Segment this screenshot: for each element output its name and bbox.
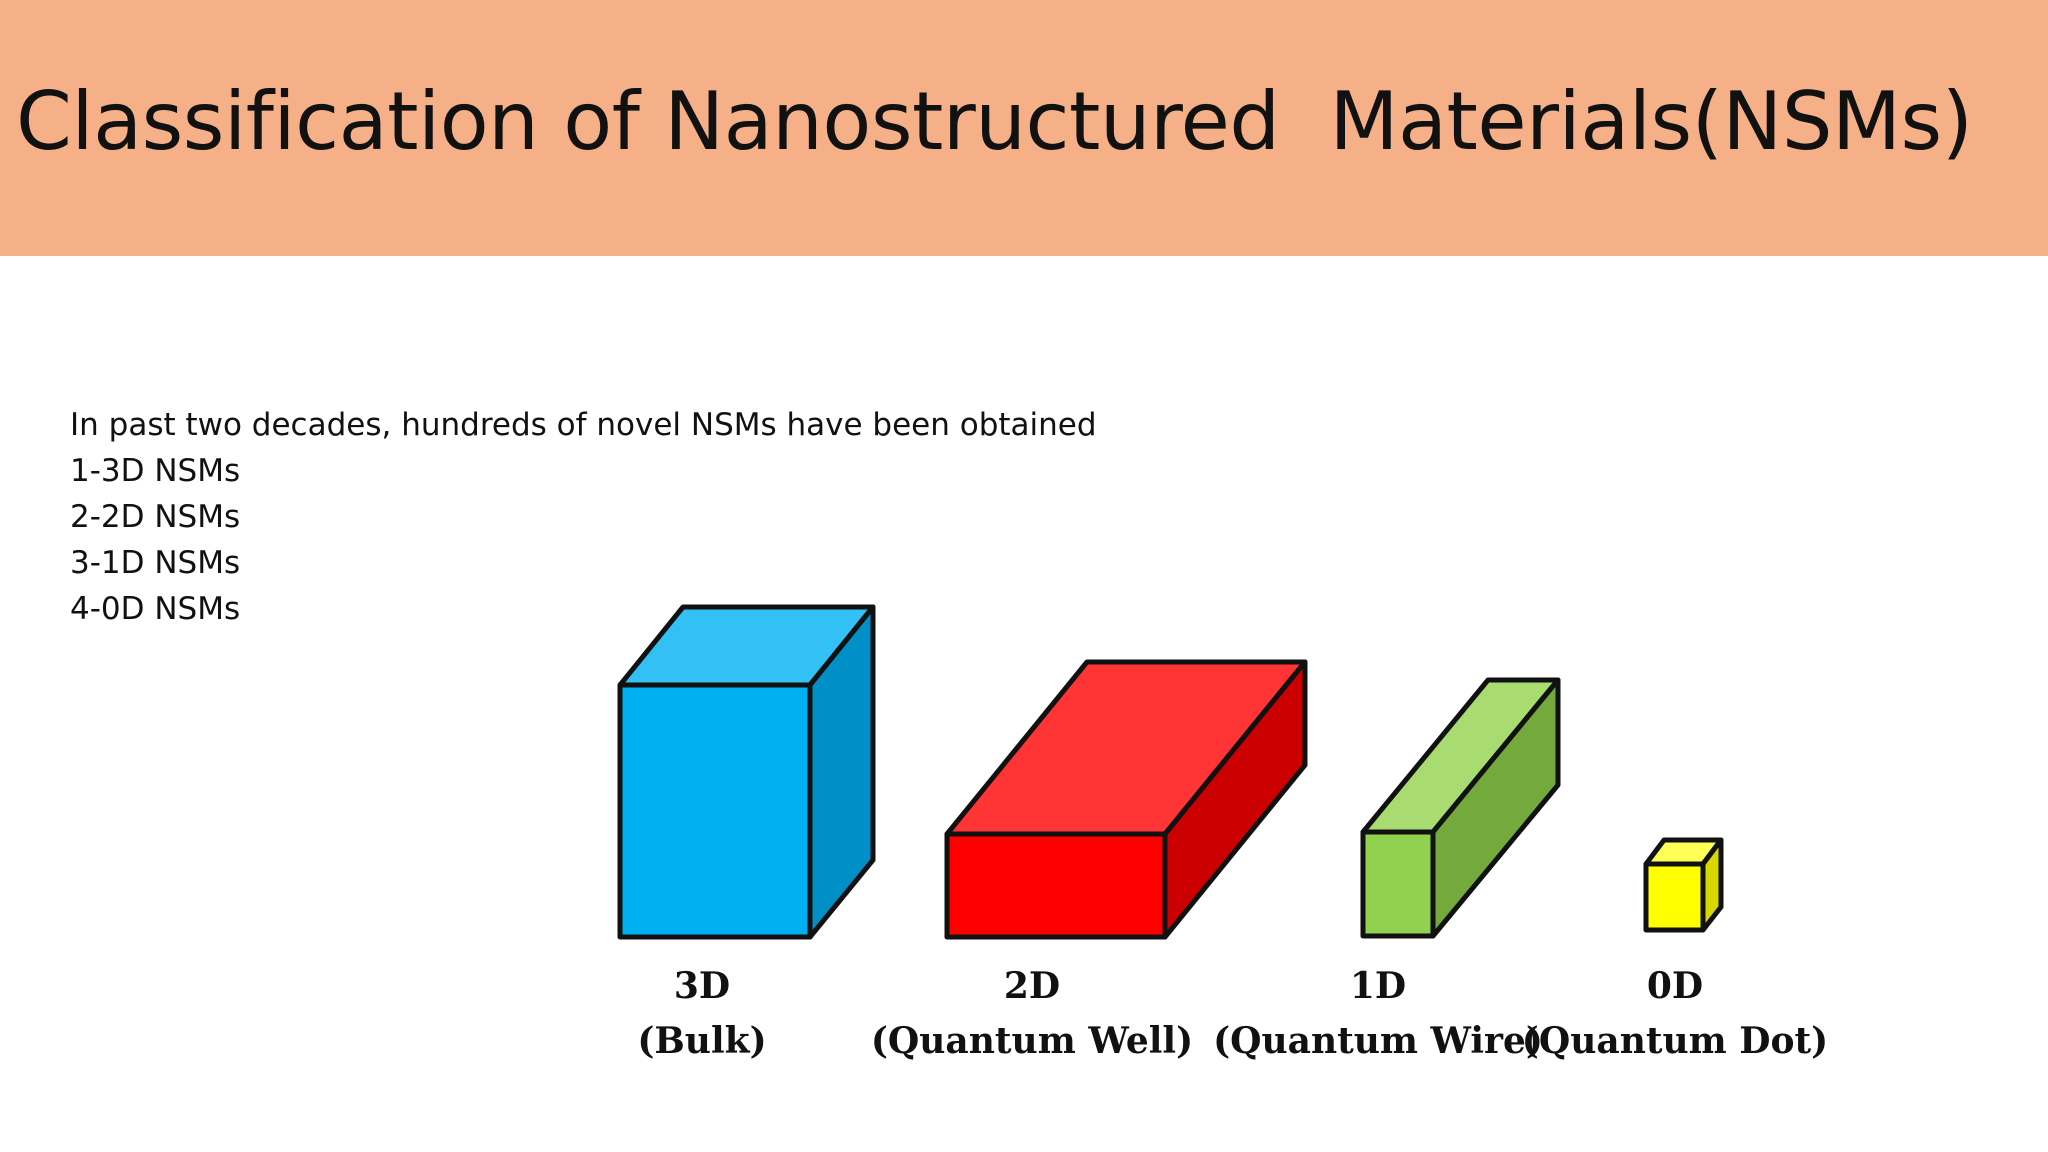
quantum-well-box xyxy=(944,659,1308,940)
quantum-dot-dimension-label: 0D xyxy=(1647,965,1703,1007)
quantum-well-box-front xyxy=(944,831,1168,940)
quantum-dot-name-label: (Quantum Dot) xyxy=(1522,1020,1828,1062)
list-item-2d: 2-2D NSMs xyxy=(70,499,241,535)
quantum-wire-box xyxy=(1360,677,1561,939)
intro-text: In past two decades, hundreds of novel N… xyxy=(70,407,1097,443)
title-bar: Classification of Nanostructured Materia… xyxy=(0,0,2048,256)
quantum-well-dimension-label: 2D xyxy=(1004,965,1060,1007)
quantum-dot-box-front xyxy=(1643,861,1706,933)
quantum-wire-name-label: (Quantum Wire) xyxy=(1213,1020,1543,1062)
intro-list: In past two decades, hundreds of novel N… xyxy=(70,402,1097,632)
quantum-wire-dimension-label: 1D xyxy=(1350,965,1406,1007)
slide-title: Classification of Nanostructured Materia… xyxy=(16,75,1973,168)
list-item-3d: 1-3D NSMs xyxy=(70,453,241,489)
bulk-dimension-label: 3D xyxy=(674,965,730,1007)
quantum-well-name-label: (Quantum Well) xyxy=(871,1020,1193,1062)
list-item-0d: 4-0D NSMs xyxy=(70,591,241,627)
bulk-box xyxy=(617,604,876,940)
list-item-1d: 3-1D NSMs xyxy=(70,545,241,581)
quantum-dot-box xyxy=(1643,837,1724,933)
quantum-wire-box-front xyxy=(1360,829,1436,939)
bulk-box-front xyxy=(617,682,813,940)
bulk-name-label: (Bulk) xyxy=(637,1020,766,1062)
